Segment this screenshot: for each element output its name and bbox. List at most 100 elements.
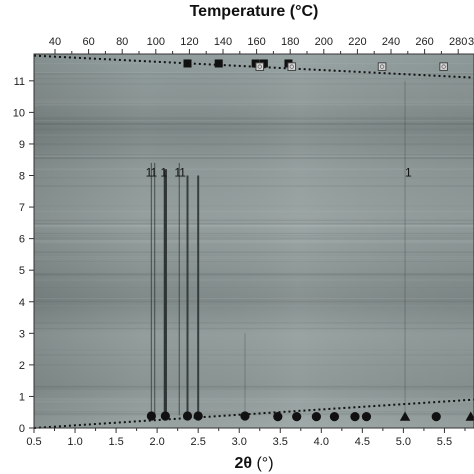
top-tick-label: 200: [315, 36, 333, 48]
peak-annotation: 1: [174, 165, 181, 179]
heatmap-stripe: [34, 177, 474, 179]
circle-marker: [273, 412, 283, 422]
circle-marker: [311, 412, 321, 422]
left-tick-label: 4: [19, 297, 25, 309]
left-tick-label: 10: [13, 107, 25, 119]
top-axis-ticks: 40 60 80 100 120 140 160 180 200 220 240 260 280 3: [49, 36, 474, 54]
heatmap-stripe: [34, 400, 474, 403]
heatmap-stripe: [34, 300, 474, 301]
circle-marker: [193, 411, 203, 421]
heatmap-stripe: [34, 205, 474, 206]
bottom-axis-ticks: 0.5 1.0 1.5 2.0 2.5 3.0 3.5 4.0 4.5 5.0 5.5: [26, 428, 466, 448]
heatmap-stripe: [34, 305, 474, 307]
top-tick-label: 260: [415, 36, 433, 48]
bottom-tick-label: 4.0: [314, 436, 329, 448]
heatmap-stripe: [34, 104, 474, 106]
heatmap-stripe: [34, 218, 474, 220]
heatmap-stripe: [34, 219, 474, 222]
heatmap-stripe: [34, 411, 474, 413]
heatmap-stripe: [34, 257, 474, 261]
circle-marker: [329, 412, 340, 422]
heatmap-stripe: [34, 225, 474, 227]
top-tick-label: 280: [449, 36, 467, 48]
bottom-tick-label: 2.0: [149, 436, 164, 448]
top-tick-label: 80: [116, 36, 128, 48]
bottom-axis-title-main: 2θ: [234, 455, 252, 472]
circle-marker: [361, 412, 372, 422]
heatmap-stripe: [34, 71, 474, 74]
circle-marker: [292, 412, 302, 422]
plot-area: 11 1 11 1: [33, 53, 474, 429]
heatmap-stripe: [34, 153, 474, 154]
peak-annotations: 11 1 11 1: [146, 165, 412, 179]
bottom-tick-label: 1.5: [108, 436, 123, 448]
heatmap-stripe: [34, 298, 474, 300]
heatmap-stripe: [34, 122, 474, 125]
circle-marker: [146, 411, 156, 421]
heatmap-stripe: [34, 322, 474, 324]
heatmap-stripe: [34, 225, 474, 228]
bottom-tick-label: 4.5: [355, 436, 370, 448]
heatmap-stripe: [34, 261, 474, 262]
heatmap-stripe: [34, 117, 474, 118]
heatmap-stripe: [34, 143, 474, 146]
bottom-tick-label: 0.5: [26, 436, 41, 448]
top-tick-label: 160: [247, 36, 265, 48]
top-tick-label: 140: [214, 36, 232, 48]
heatmap-stripe: [34, 218, 474, 220]
top-tick-label: 240: [382, 36, 400, 48]
heatmap-stripe: [34, 218, 474, 220]
heatmap-stripe: [34, 237, 474, 239]
heatmap-stripe: [34, 235, 474, 237]
square-marker: [214, 59, 223, 68]
heatmap-stripe: [34, 364, 474, 366]
peak-annotation: 1: [179, 165, 186, 179]
circle-marker: [350, 412, 360, 422]
circle-marker: [160, 411, 170, 421]
heatmap-stripe: [34, 301, 474, 303]
peak-annotation: 1: [146, 165, 153, 179]
bottom-axis-title: 2θ (°): [234, 455, 273, 472]
left-tick-label: 9: [19, 139, 25, 151]
top-tick-label: 220: [348, 36, 366, 48]
triangle-marker: [399, 411, 411, 421]
left-tick-label: 0: [19, 423, 25, 435]
left-tick-label: 6: [19, 234, 25, 246]
bottom-axis-title-unit: (°): [252, 455, 274, 472]
heatmap-stripe: [34, 273, 474, 275]
open-square-marker-dot: [379, 64, 385, 69]
heatmap-stripe: [34, 83, 474, 85]
vertical-peak-lines: [150, 80, 474, 416]
heatmap-stripe: [34, 134, 474, 136]
peak-annotation: 1: [405, 165, 412, 179]
heatmap-stripe: [34, 301, 474, 303]
heatmap-stripe: [34, 155, 474, 157]
heatmap-stripe: [34, 238, 474, 240]
heatmap-stripe: [34, 119, 474, 121]
heatmap-stripe: [34, 251, 474, 253]
open-square-marker-dot: [257, 64, 262, 69]
heatmap-stripe: [34, 232, 474, 235]
heatmap-stripe: [34, 102, 474, 104]
open-square-marker-dot: [441, 64, 446, 69]
heatmap-stripe: [34, 327, 474, 330]
heatmap-stripe: [34, 210, 474, 213]
heatmap-stripe: [34, 385, 474, 388]
bottom-tick-label: 2.5: [191, 436, 206, 448]
heatmap-stripe: [34, 129, 474, 130]
top-tick-label: 100: [147, 36, 165, 48]
left-tick-label: 2: [19, 360, 25, 372]
top-tick-label: 180: [281, 36, 299, 48]
left-tick-label: 5: [19, 265, 25, 277]
left-tick-label: 1: [19, 391, 25, 403]
heatmap-stripe: [34, 153, 474, 156]
heatmap-stripe: [34, 224, 474, 227]
heatmap-stripe: [34, 99, 474, 100]
heatmap-stripe: [34, 73, 474, 75]
dashed-line: [33, 398, 474, 429]
top-tick-label-partial: 3: [468, 36, 474, 48]
heatmap-stripe: [34, 185, 474, 187]
left-tick-label: 11: [14, 76, 25, 88]
square-marker: [183, 59, 192, 68]
open-square-marker: [287, 62, 297, 71]
